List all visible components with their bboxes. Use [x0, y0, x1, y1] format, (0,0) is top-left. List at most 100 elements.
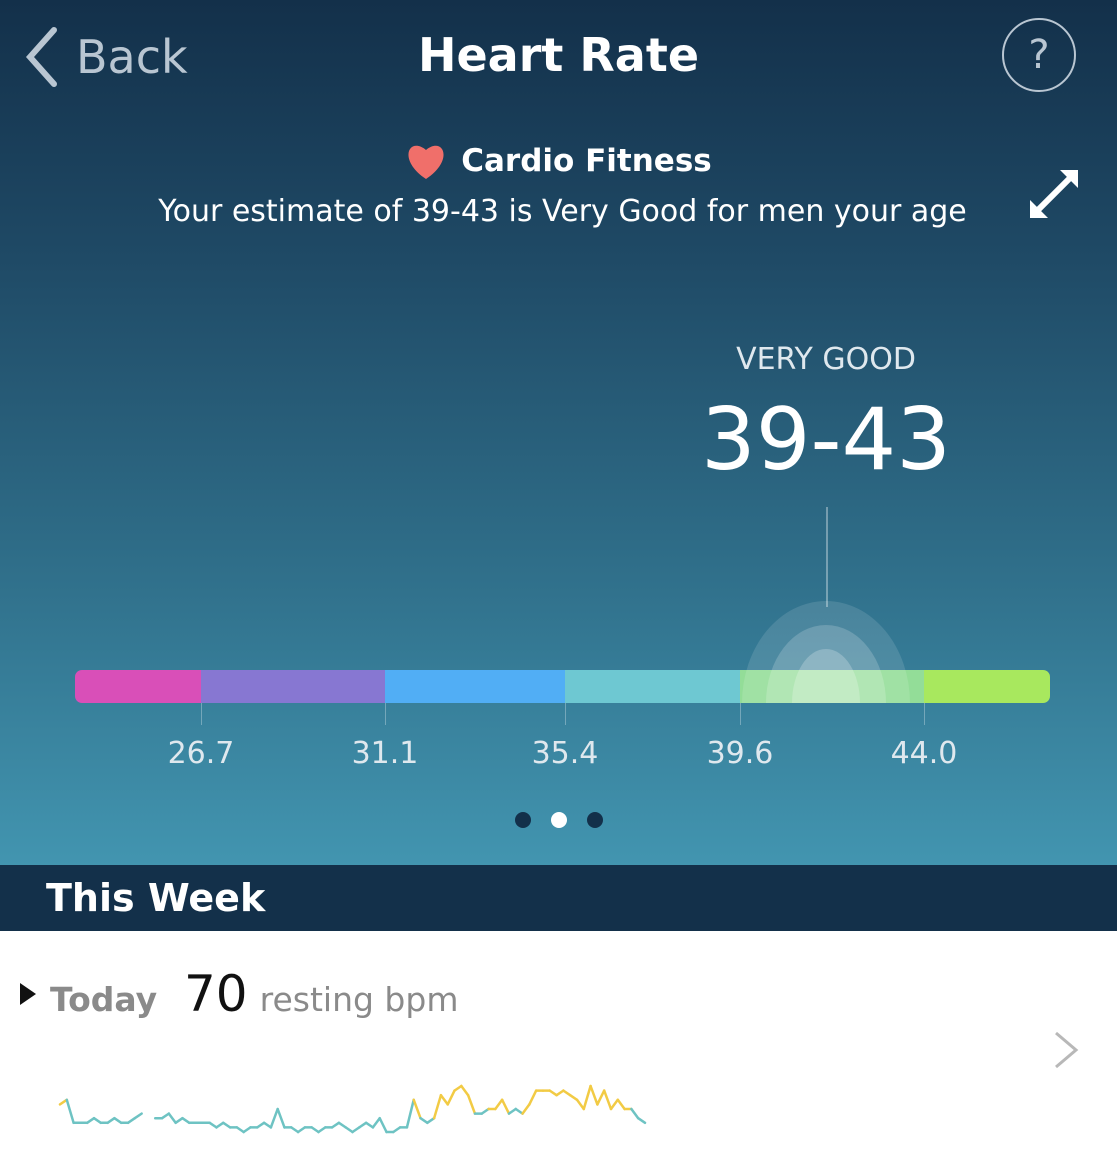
fitness-scale-bar [75, 670, 1050, 703]
sparkline-segment [310, 1126, 320, 1134]
sparkline-segment [215, 1121, 225, 1129]
sparkline-segment [344, 1126, 354, 1134]
sparkline-segment [630, 1107, 640, 1120]
sparkline-segment [181, 1116, 191, 1125]
sparkline-segment [426, 1116, 436, 1125]
sparkline-segment [167, 1112, 177, 1125]
sparkline-segment [317, 1126, 327, 1134]
sparkline-segment [582, 1084, 592, 1111]
sparkline-segment [269, 1107, 279, 1129]
scale-tick [201, 703, 202, 725]
sparkline-segment [432, 1093, 443, 1120]
this-week-header: This Week [0, 865, 1117, 931]
sparkline-segment [364, 1121, 375, 1129]
scale-tick [740, 703, 741, 725]
sparkline-segment [133, 1112, 143, 1120]
sparkline-segment [548, 1089, 558, 1097]
sparkline-segment [636, 1116, 647, 1125]
resting-value: 70 [184, 965, 248, 1023]
sparkline-segment [562, 1089, 572, 1097]
sparkline-segment [460, 1084, 470, 1097]
help-button[interactable]: ? [1002, 18, 1076, 92]
sparkline-segment [371, 1116, 381, 1129]
heart-rate-sparkline[interactable] [55, 1070, 655, 1140]
sparkline-segment [235, 1126, 245, 1134]
sparkline-segment [589, 1084, 599, 1106]
sparkline-segment [358, 1121, 368, 1129]
sparkline-segment [256, 1121, 266, 1129]
sparkline-segment [65, 1098, 75, 1125]
sparkline-segment [106, 1116, 116, 1125]
scale-segment [740, 670, 924, 703]
expand-icon[interactable] [1028, 168, 1080, 220]
sparkline-segment [113, 1116, 123, 1125]
sparkline-segment [494, 1098, 504, 1111]
scale-tick [385, 703, 386, 725]
sparkline-segment [500, 1098, 511, 1115]
sparkline-segment [242, 1126, 252, 1134]
scale-segment [75, 670, 201, 703]
sparkline-segment [555, 1089, 565, 1097]
day-label: Today [50, 980, 158, 1019]
scale-tick [565, 703, 566, 725]
cardio-fitness-panel: Back Heart Rate ? Cardio Fitness Your es… [0, 0, 1117, 865]
sparkline-segment [514, 1107, 524, 1115]
sparkline-segment [378, 1116, 388, 1134]
sparkline-segment [405, 1098, 415, 1129]
scale-segment [201, 670, 385, 703]
sparkline-segment [521, 1103, 531, 1115]
chevron-right-icon[interactable] [1052, 1030, 1080, 1070]
marker-stem [826, 507, 828, 607]
sparkline-segment [290, 1126, 300, 1134]
sparkline-segment [92, 1116, 103, 1125]
cardio-value: 39-43 [701, 390, 951, 490]
sparkline-segment [262, 1121, 273, 1129]
scale-tick-label: 44.0 [890, 736, 958, 771]
scale-segment [924, 670, 1050, 703]
sparkline-segment [575, 1098, 586, 1111]
sparkline-segment [466, 1093, 477, 1115]
sparkline-segment [480, 1107, 490, 1115]
sparkline-segment [160, 1112, 171, 1120]
sparkline-segment [392, 1126, 402, 1134]
scale-tick [924, 703, 925, 725]
sparkline-segment [351, 1126, 361, 1134]
sparkline-segment [419, 1116, 429, 1125]
resting-unit: resting bpm [259, 980, 459, 1019]
cardio-heading: Cardio Fitness [0, 142, 1117, 180]
scale-segment [565, 670, 740, 703]
current-position-marker [742, 601, 910, 703]
page-indicator [0, 812, 1117, 828]
sparkline-segment [507, 1107, 518, 1115]
sparkline-segment [174, 1116, 184, 1125]
sparkline-segment [446, 1089, 456, 1106]
scale-tick-label: 39.6 [706, 736, 774, 771]
sparkline-segment [296, 1126, 307, 1134]
scale-tick-label: 26.7 [167, 736, 235, 771]
sparkline-segment [609, 1098, 620, 1111]
scale-segment [385, 670, 565, 703]
sparkline-segment [126, 1116, 137, 1125]
page-dot[interactable] [586, 812, 603, 828]
sparkline-segment [439, 1093, 449, 1106]
page-dot[interactable] [550, 812, 567, 828]
sparkline-segment [453, 1084, 463, 1092]
today-row[interactable]: Today 70 resting bpm [18, 965, 458, 1023]
sparkline-segment [222, 1121, 232, 1129]
cardio-description: Your estimate of 39-43 is Very Good for … [158, 194, 967, 229]
scale-tick-label: 31.1 [351, 736, 419, 771]
heart-icon [408, 145, 444, 179]
back-button[interactable]: Back [22, 26, 188, 88]
sparkline-segment [528, 1089, 538, 1106]
sparkline-segment [276, 1107, 286, 1129]
sparkline-segment [85, 1116, 96, 1125]
sparkline-segment [337, 1121, 347, 1129]
cardio-heading-text: Cardio Fitness [461, 143, 712, 179]
sparkline-segment [616, 1098, 626, 1111]
sparkline-segment [58, 1098, 69, 1106]
sparkline-segment [208, 1121, 218, 1129]
page-dot[interactable] [514, 812, 531, 828]
chevron-left-icon [25, 27, 57, 87]
scale-tick-label: 35.4 [531, 736, 599, 771]
rating-label: VERY GOOD [736, 342, 916, 377]
